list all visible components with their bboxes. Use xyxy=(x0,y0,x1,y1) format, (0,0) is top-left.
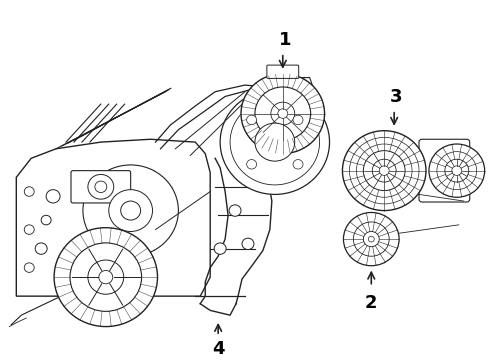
Circle shape xyxy=(246,159,257,169)
Circle shape xyxy=(271,102,294,125)
Circle shape xyxy=(88,260,123,294)
Circle shape xyxy=(452,166,462,175)
Circle shape xyxy=(54,228,157,327)
Circle shape xyxy=(349,138,419,204)
Circle shape xyxy=(121,201,141,220)
Circle shape xyxy=(230,99,319,185)
Circle shape xyxy=(278,109,288,118)
FancyBboxPatch shape xyxy=(71,171,131,203)
Circle shape xyxy=(229,205,241,216)
Text: 3: 3 xyxy=(390,88,402,106)
Polygon shape xyxy=(260,77,315,95)
Circle shape xyxy=(242,238,254,249)
Circle shape xyxy=(356,144,412,197)
Circle shape xyxy=(293,115,303,125)
FancyBboxPatch shape xyxy=(419,139,470,202)
Circle shape xyxy=(220,90,329,194)
Circle shape xyxy=(363,151,405,190)
Circle shape xyxy=(293,159,303,169)
Text: 4: 4 xyxy=(212,340,224,358)
Circle shape xyxy=(68,260,84,275)
Circle shape xyxy=(372,159,396,182)
Circle shape xyxy=(24,225,34,234)
Circle shape xyxy=(46,190,60,203)
Circle shape xyxy=(109,190,152,231)
Polygon shape xyxy=(16,139,210,296)
Circle shape xyxy=(368,236,374,242)
Circle shape xyxy=(363,231,379,247)
Circle shape xyxy=(343,212,399,266)
Circle shape xyxy=(41,215,51,225)
Circle shape xyxy=(445,159,469,182)
Circle shape xyxy=(88,175,114,199)
Text: 2: 2 xyxy=(365,294,377,312)
Circle shape xyxy=(70,243,142,311)
FancyBboxPatch shape xyxy=(267,65,299,78)
Circle shape xyxy=(343,131,426,211)
Circle shape xyxy=(24,187,34,196)
Text: 1: 1 xyxy=(278,31,291,49)
Circle shape xyxy=(246,115,257,125)
Circle shape xyxy=(379,166,389,175)
Circle shape xyxy=(255,87,311,140)
Circle shape xyxy=(35,243,47,254)
Circle shape xyxy=(255,123,294,161)
Circle shape xyxy=(95,181,107,193)
Circle shape xyxy=(241,74,324,153)
Circle shape xyxy=(99,270,113,284)
Circle shape xyxy=(214,243,226,254)
Circle shape xyxy=(437,152,477,190)
Circle shape xyxy=(83,165,178,256)
Circle shape xyxy=(429,144,485,197)
Circle shape xyxy=(353,222,389,256)
Circle shape xyxy=(24,263,34,273)
